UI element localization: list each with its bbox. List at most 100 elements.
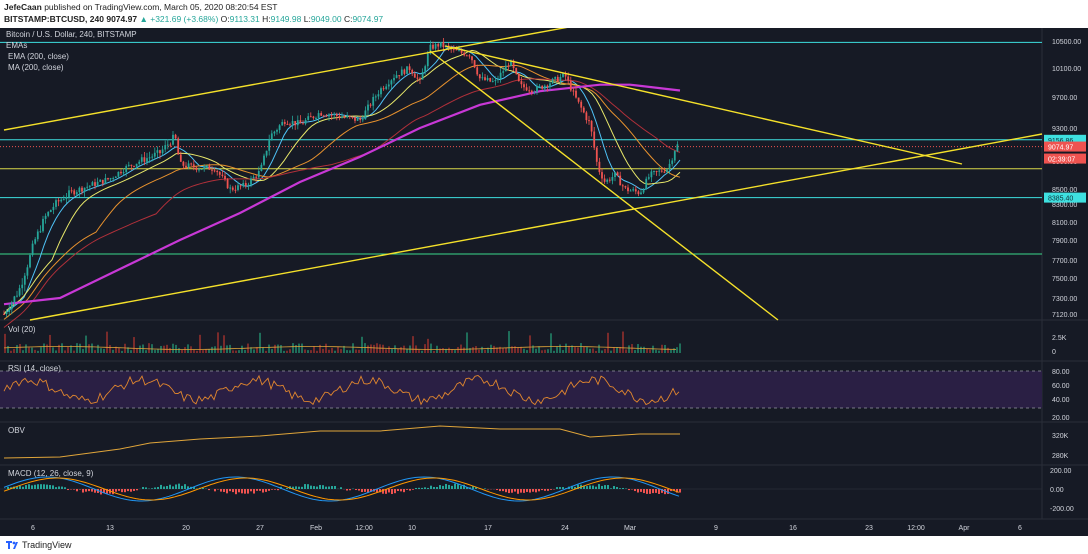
time-tick-label: Feb xyxy=(310,525,322,532)
volume-bar xyxy=(643,346,645,353)
candle-body xyxy=(567,76,570,81)
time-tick-label: 9 xyxy=(714,525,718,532)
macd-label[interactable]: MACD (12, 26, close, 9) xyxy=(8,469,94,478)
price-tick-label: 8300.00 xyxy=(1052,202,1077,209)
candle-body xyxy=(471,56,473,61)
candle-body xyxy=(348,115,351,117)
candle-body xyxy=(569,80,572,91)
macd-histogram-bar xyxy=(208,489,210,491)
volume-bar xyxy=(241,345,243,353)
volume-bar xyxy=(301,343,303,353)
candle-body xyxy=(57,200,60,202)
volume-bar xyxy=(463,347,465,353)
candle-body xyxy=(369,104,372,106)
volume-bar xyxy=(283,350,285,353)
volume-bar xyxy=(622,331,624,353)
volume-bar xyxy=(613,347,615,353)
candle-body xyxy=(73,190,76,195)
macd-histogram-bar xyxy=(577,484,579,489)
macd-histogram-bar xyxy=(64,487,66,489)
volume-bar xyxy=(199,334,201,353)
volume-bar xyxy=(355,349,357,353)
rsi-label[interactable]: RSI (14, close) xyxy=(8,364,61,373)
price-badge-label: 8385.40 xyxy=(1048,196,1073,203)
time-axis: 6 13 20 27 Feb 12:00 10 17 24 Mar 9 16 23 12:00 Apr 6 xyxy=(31,525,1022,532)
chart-area[interactable]: 2.5K 0 80.00 60.00 40.00 20.00 320K 280K 200.00 0… xyxy=(0,28,1088,536)
candle-body xyxy=(179,154,182,162)
macd-histogram-bar xyxy=(460,485,462,489)
candles xyxy=(3,37,679,318)
candle-body xyxy=(510,60,512,66)
macd-histogram-bar xyxy=(613,486,615,489)
ma-label[interactable]: MA (200, close) xyxy=(8,63,64,72)
macd-histogram-bar xyxy=(142,486,144,489)
volume-bar xyxy=(115,346,117,353)
volume-bar xyxy=(19,343,21,353)
macd-histogram-bar xyxy=(604,485,606,489)
vol-tick-label: 0 xyxy=(1052,349,1056,356)
candle-body xyxy=(21,284,24,289)
volume-bar xyxy=(232,350,234,353)
obv-label[interactable]: OBV xyxy=(8,426,26,435)
volume-bar xyxy=(565,343,567,353)
volume-bar xyxy=(652,345,654,353)
macd-histogram-bar xyxy=(46,484,48,489)
vol-label[interactable]: Vol (20) xyxy=(8,325,36,334)
volume-bar xyxy=(646,348,648,353)
candle-body xyxy=(616,172,619,176)
candle-body xyxy=(250,178,252,185)
price-tick-label: 7500.00 xyxy=(1052,276,1077,283)
volume-bar xyxy=(55,350,57,353)
volume-bar xyxy=(61,343,63,353)
time-tick-label: 20 xyxy=(182,525,190,532)
macd-histogram-bar xyxy=(43,484,45,489)
volume-bar xyxy=(304,349,306,353)
close-label: C: xyxy=(343,14,353,24)
volume-bar xyxy=(529,335,531,353)
macd-histogram-bar xyxy=(400,489,402,492)
candle-body xyxy=(562,73,564,77)
volume-bar xyxy=(535,348,537,353)
candle-body xyxy=(439,42,442,47)
brand-name: TradingView xyxy=(22,540,72,550)
candle-body xyxy=(125,165,128,173)
candle-body xyxy=(502,71,505,73)
volume-bar xyxy=(472,347,474,353)
candle-body xyxy=(190,163,193,165)
macd-histogram-bar xyxy=(616,487,618,489)
macd-histogram-bar xyxy=(475,487,477,489)
volume-bar xyxy=(10,350,12,353)
candle-body xyxy=(29,255,31,268)
candle-body xyxy=(65,197,68,200)
volume-bar xyxy=(445,348,447,353)
chart-canvas[interactable]: 2.5K080.0060.0040.0020.00320K280K200.000… xyxy=(0,28,1088,536)
volume-bar xyxy=(196,350,198,353)
macd-histogram-bar xyxy=(136,489,138,491)
candle-body xyxy=(377,94,380,97)
volume-bar xyxy=(103,348,105,353)
macd-histogram-bar xyxy=(85,489,87,492)
volume-bar xyxy=(127,347,129,353)
candle-body xyxy=(177,138,180,155)
time-tick-label: 6 xyxy=(1018,525,1022,532)
time-tick-label: 24 xyxy=(561,525,569,532)
macd-histogram-bar xyxy=(532,489,534,492)
volume-bar xyxy=(490,344,492,353)
candle-body xyxy=(94,182,96,186)
macd-histogram-bar xyxy=(214,489,216,492)
candle-body xyxy=(640,192,642,195)
volume-bar xyxy=(547,349,549,353)
volume-bar xyxy=(616,347,618,353)
candle-body xyxy=(484,77,486,81)
ema-label[interactable]: EMA (200, close) xyxy=(8,52,69,61)
macd-histogram-bar xyxy=(484,488,486,489)
volume-bar xyxy=(454,350,456,353)
volume-bar xyxy=(154,349,156,353)
emas-label[interactable]: EMAs xyxy=(6,41,27,50)
author-name[interactable]: JefeCaan xyxy=(4,2,42,12)
volume-bar xyxy=(22,350,24,353)
volume-bar xyxy=(73,350,75,353)
macd-histogram-bar xyxy=(439,485,441,489)
macd-histogram-bar xyxy=(253,489,255,494)
candle-body xyxy=(55,200,57,207)
